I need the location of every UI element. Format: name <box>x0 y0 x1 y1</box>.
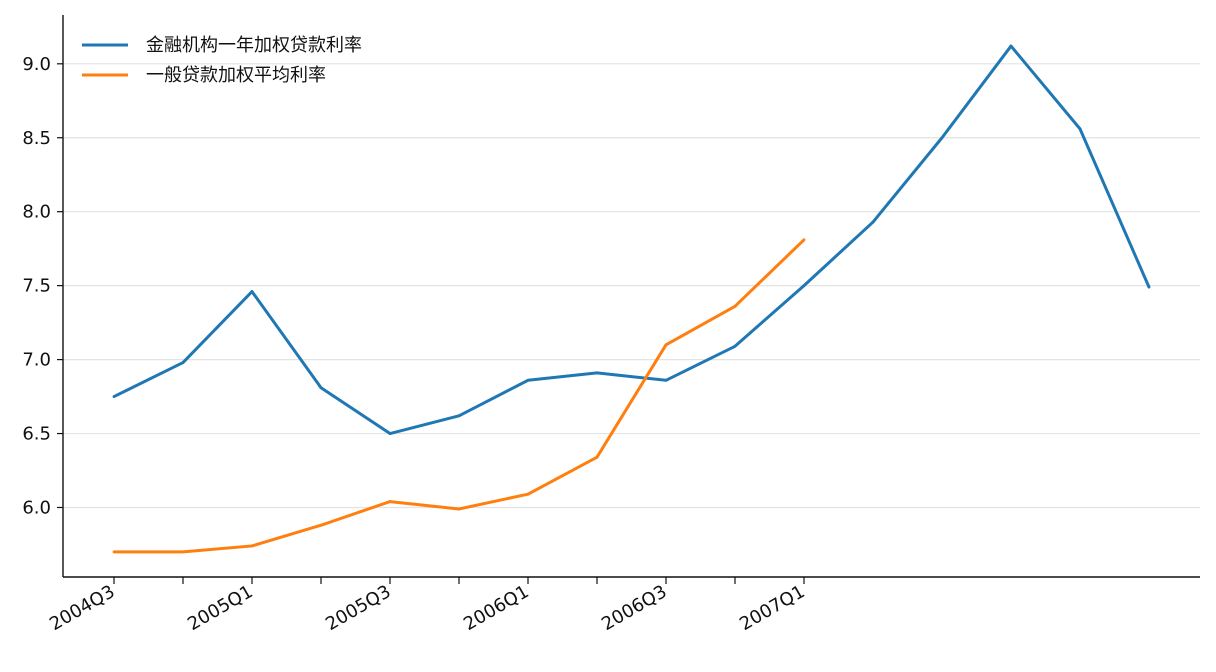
series-lines <box>112 44 1151 554</box>
y-tick-label: 8.5 <box>22 128 51 149</box>
data-point <box>802 238 806 242</box>
data-point <box>457 414 461 418</box>
data-point <box>664 378 668 382</box>
data-point <box>181 361 185 364</box>
axes <box>57 15 1200 584</box>
data-point <box>319 386 323 390</box>
x-tick-label: 2005Q3 <box>322 581 394 635</box>
data-point <box>1078 127 1082 131</box>
data-point <box>457 507 461 511</box>
data-point <box>871 220 875 224</box>
x-tick-label: 2005Q1 <box>184 581 256 635</box>
data-point <box>112 550 116 554</box>
series-line-1 <box>114 238 806 554</box>
tick-labels: 6.0 6.5 7.0 7.5 8.0 8.5 9.0 2004Q3 2005Q1 2005Q3 2… <box>22 54 808 635</box>
legend-label-1: 一般贷款加权平均利率 <box>146 65 326 86</box>
data-point <box>1009 44 1013 48</box>
legend-label-0: 金融机构一年加权贷款利率 <box>146 35 362 56</box>
data-point <box>388 432 392 435</box>
y-tick-label: 9.0 <box>22 54 51 75</box>
data-point <box>526 492 530 496</box>
y-tick-label: 7.0 <box>22 350 51 371</box>
data-point <box>181 550 185 554</box>
series-line-0 <box>113 44 1151 436</box>
grid-lines <box>63 63 1200 509</box>
x-tick-label: 2004Q3 <box>46 581 118 635</box>
data-point <box>250 544 254 548</box>
y-tick-label: 6.0 <box>22 497 51 518</box>
y-tick-label: 6.5 <box>22 424 51 445</box>
data-point <box>733 344 737 348</box>
data-point <box>802 284 806 288</box>
data-point <box>319 523 323 527</box>
data-point <box>595 455 599 459</box>
data-point <box>664 343 668 347</box>
x-tick-label: 2006Q1 <box>460 581 532 635</box>
data-point <box>112 395 116 398</box>
data-point <box>1147 285 1151 289</box>
x-tick-label: 2007Q1 <box>736 581 808 635</box>
data-point <box>526 378 530 382</box>
data-point <box>940 136 944 140</box>
x-tick-label: 2006Q3 <box>598 581 670 635</box>
data-point <box>250 290 254 293</box>
data-point <box>733 304 737 308</box>
y-tick-label: 8.0 <box>22 202 51 223</box>
data-point <box>388 500 392 503</box>
y-tick-label: 7.5 <box>22 276 51 297</box>
data-point <box>595 371 599 375</box>
